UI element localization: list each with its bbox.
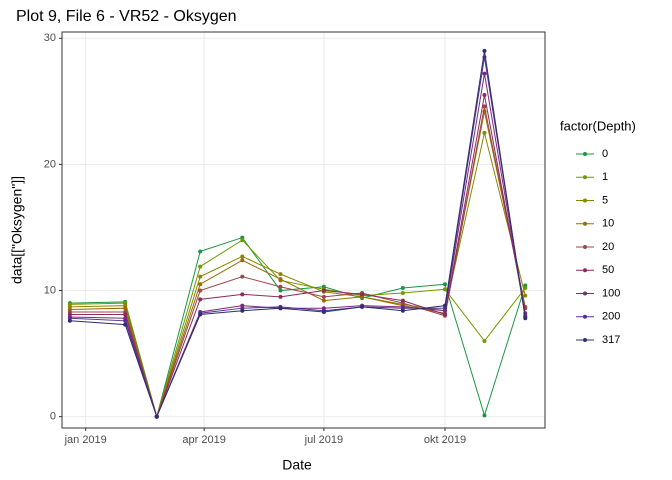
data-point — [321, 309, 326, 314]
legend-swatch-point — [583, 198, 587, 203]
data-point — [198, 274, 203, 279]
data-point — [123, 306, 128, 311]
data-point — [198, 297, 203, 302]
data-point — [482, 71, 487, 76]
legend-label: 20 — [602, 241, 614, 253]
data-point — [400, 291, 405, 296]
x-tick-label: apr 2019 — [182, 434, 225, 446]
data-point — [240, 254, 245, 259]
legend-swatch-point — [583, 221, 587, 226]
data-point — [240, 292, 245, 297]
legend-swatch-point — [583, 314, 587, 319]
x-tick-label: okt 2019 — [424, 434, 466, 446]
data-point — [482, 338, 487, 343]
legend-label: 200 — [602, 311, 620, 323]
data-point — [321, 294, 326, 299]
data-point — [67, 318, 72, 323]
data-point — [482, 413, 487, 418]
data-point — [240, 308, 245, 313]
legend-label: 0 — [602, 148, 608, 160]
data-point — [482, 104, 487, 109]
legend-title: factor(Depth) — [560, 118, 636, 133]
data-point — [240, 238, 245, 243]
data-point — [198, 288, 203, 293]
legend-swatch-point — [583, 268, 587, 273]
data-point — [123, 318, 128, 323]
y-tick-label: 0 — [50, 411, 56, 423]
y-axis-title: data[["Oksygen"]] — [9, 176, 25, 284]
data-point — [482, 130, 487, 135]
data-point — [278, 277, 283, 282]
data-point — [198, 264, 203, 269]
data-point — [400, 298, 405, 303]
series-line — [69, 50, 526, 419]
data-point — [321, 298, 326, 303]
data-point — [321, 288, 326, 293]
data-point — [240, 274, 245, 279]
legend-label: 10 — [602, 218, 614, 230]
data-point — [523, 293, 528, 298]
legend-swatch-point — [583, 152, 587, 156]
data-point — [154, 414, 159, 419]
legend-swatch-point — [583, 175, 587, 180]
legend-swatch-point — [583, 338, 587, 342]
data-point — [278, 288, 283, 293]
data-point — [442, 312, 447, 317]
data-point — [442, 282, 447, 287]
data-point — [198, 282, 203, 287]
data-point — [278, 294, 283, 299]
data-point — [278, 284, 283, 289]
data-point — [123, 312, 128, 317]
data-point — [123, 322, 128, 327]
legend-swatch-point — [583, 291, 587, 296]
data-point — [360, 304, 365, 309]
data-point — [523, 316, 528, 321]
y-tick-label: 10 — [44, 284, 56, 296]
legend-label: 5 — [602, 194, 608, 206]
x-tick-label: jul 2019 — [304, 434, 344, 446]
chart-title: Plot 9, File 6 - VR52 - Oksygen — [16, 8, 237, 25]
y-tick-label: 20 — [44, 158, 56, 170]
x-tick-label: jan 2019 — [64, 434, 107, 446]
data-point — [482, 48, 487, 53]
data-point — [400, 308, 405, 313]
legend-label: 100 — [602, 287, 620, 299]
data-point — [442, 287, 447, 292]
data-point — [400, 286, 405, 291]
panel-border — [61, 31, 546, 429]
legend-swatch-point — [583, 245, 587, 249]
data-point — [523, 286, 528, 291]
x-axis-title: Date — [282, 457, 312, 473]
data-point — [360, 292, 365, 297]
legend-label: 317 — [602, 334, 620, 346]
data-point — [442, 303, 447, 308]
data-point — [278, 306, 283, 311]
data-point — [278, 272, 283, 277]
data-point — [240, 258, 245, 263]
legend-label: 1 — [602, 171, 608, 183]
data-point — [482, 93, 487, 98]
data-point — [198, 249, 203, 254]
legend-label: 50 — [602, 264, 614, 276]
data-point — [198, 312, 203, 317]
y-tick-label: 30 — [44, 32, 56, 44]
